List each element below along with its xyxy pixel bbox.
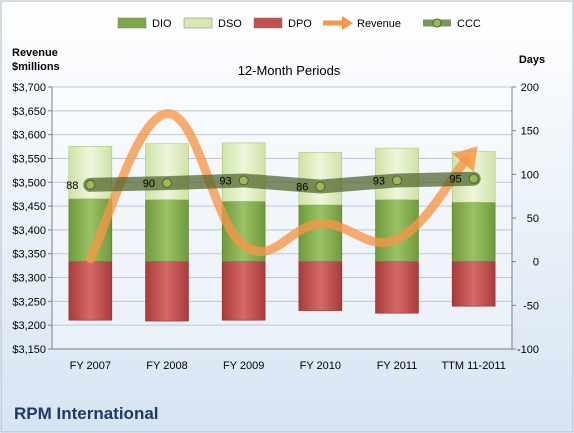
ccc-series: 88 90 93 86 93 95 (66, 171, 481, 194)
ccc-point-5 (468, 173, 479, 184)
plot-area-fill (52, 87, 512, 349)
left-tick-label-7: $3,500 (12, 177, 46, 189)
legend-label-ccc: CCC (457, 18, 481, 30)
legend-swatch-dso (183, 17, 213, 29)
legend-label-dio: DIO (152, 18, 172, 30)
legend-label-dpo: DPO (288, 18, 312, 30)
revenue-line (85, 109, 471, 264)
bar-dio-1 (145, 199, 189, 262)
ccc-label-2: 93 (219, 175, 231, 187)
x-tick-label-2: FY 2009 (223, 360, 264, 372)
x-tick-label-5: TTM 11-2011 (441, 360, 505, 372)
x-tick-label-4: FY 2011 (377, 360, 418, 372)
right-tick-label-5: 150 (521, 126, 539, 138)
x-tick-label-0: FY 2007 (70, 360, 111, 372)
ccc-label-4: 93 (373, 175, 385, 187)
left-tick-label-6: $3,450 (12, 201, 46, 213)
ccc-point-2 (238, 175, 249, 186)
bar-dio-5 (451, 201, 496, 262)
legend-arrowhead-revenue (342, 16, 353, 30)
legend-label-dso: DSO (218, 18, 242, 30)
bar-dso-1 (145, 143, 189, 200)
axes-group: $3,150 $3,200 $3,250 $3,300 $3,350 $3,400 $3,4… (12, 82, 539, 372)
revenue-series (85, 109, 478, 264)
left-axis-label-line1: Revenue (12, 47, 58, 59)
left-tick-label-5: $3,400 (12, 225, 46, 237)
bar-dpo-4 (375, 261, 419, 314)
ccc-label-3: 86 (296, 182, 308, 194)
left-tick-label-3: $3,300 (12, 273, 46, 285)
left-tick-label-1: $3,200 (12, 320, 46, 332)
right-tick-label-3: 50 (527, 213, 539, 225)
ccc-label-1: 90 (143, 178, 155, 190)
ccc-point-3 (315, 181, 326, 192)
left-tick-label-2: $3,250 (12, 296, 46, 308)
bar-dso-2 (221, 142, 266, 202)
left-tick-label-9: $3,600 (12, 130, 46, 142)
x-tick-label-3: FY 2010 (300, 360, 341, 372)
revenue-arrowhead (452, 146, 478, 173)
company-name: RPM International (14, 404, 159, 423)
legend: DIO DSO DPO Revenue CCC (117, 16, 481, 30)
ccc-point-0 (85, 179, 96, 190)
bar-dpo-3 (298, 261, 343, 311)
right-tick-label-1: -50 (523, 300, 539, 312)
x-tick-label-1: FY 2008 (146, 360, 187, 372)
ccc-label-5: 95 (449, 174, 461, 186)
plot-area (52, 87, 512, 349)
bar-dpo-1 (145, 261, 189, 322)
right-tick-label-0: -100 (517, 344, 539, 356)
ccc-line (83, 171, 481, 194)
legend-label-revenue: Revenue (357, 18, 401, 30)
left-tick-label-8: $3,550 (12, 153, 46, 165)
chart-subtitle: 12-Month Periods (238, 63, 341, 78)
ccc-point-1 (162, 178, 172, 189)
ccc-point-4 (392, 175, 402, 186)
legend-swatch-dpo (253, 17, 283, 29)
bar-dpo-2 (221, 261, 266, 321)
right-axis-label: Days (519, 54, 545, 66)
left-tick-label-10: $3,650 (12, 106, 46, 118)
legend-marker-ccc (432, 18, 442, 28)
left-axis-label-line2: $millions (12, 61, 60, 73)
left-tick-label-4: $3,350 (12, 249, 46, 261)
bar-dpo-5 (451, 261, 496, 307)
right-tick-label-4: 100 (521, 169, 539, 181)
left-tick-label-0: $3,150 (12, 344, 46, 356)
right-tick-label-2: 0 (533, 257, 539, 269)
legend-swatch-dio (117, 17, 147, 29)
ccc-label-0: 88 (66, 180, 78, 192)
left-tick-label-11: $3,700 (12, 82, 46, 94)
bar-dpo-0 (68, 261, 113, 321)
right-tick-label-6: 200 (521, 82, 539, 94)
bar-dio-3 (298, 204, 343, 262)
